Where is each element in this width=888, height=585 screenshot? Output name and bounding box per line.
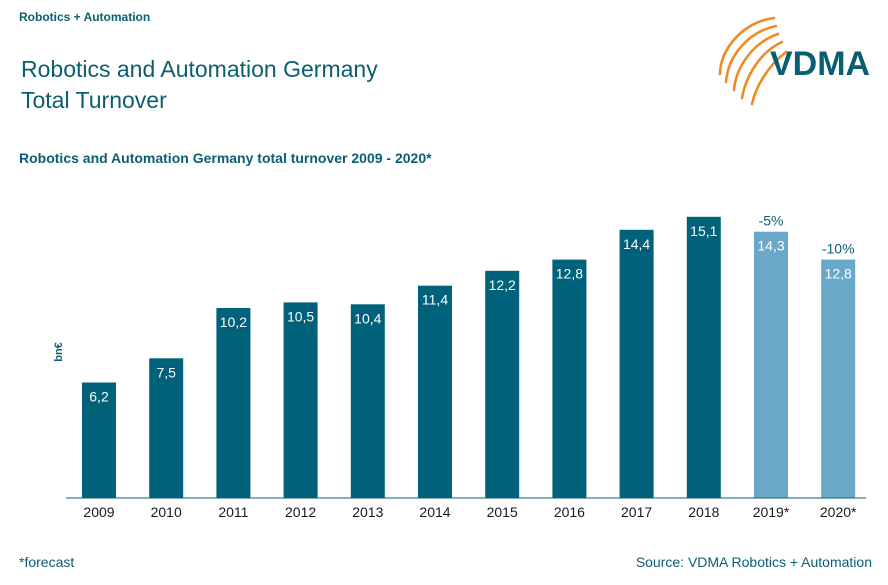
logo-arc-3 bbox=[732, 32, 780, 92]
bar-2011 bbox=[216, 308, 251, 498]
x-tick-label: 2012 bbox=[285, 504, 316, 520]
bar-2012 bbox=[283, 302, 318, 498]
bar-value-label: 10,5 bbox=[287, 308, 314, 324]
section-label: Robotics + Automation bbox=[19, 10, 151, 24]
bar-2018 bbox=[686, 216, 721, 499]
x-tick-label: 2019* bbox=[753, 504, 790, 520]
bar-2019-forecast bbox=[754, 231, 788, 498]
bar-value-label: 12,8 bbox=[825, 266, 852, 282]
bar-value-label: 10,4 bbox=[354, 310, 381, 326]
x-tick-label: 2011 bbox=[218, 504, 248, 520]
bar-2010 bbox=[149, 358, 184, 498]
page-title: Robotics and Automation Germany Total Tu… bbox=[21, 54, 378, 116]
x-tick-label: 2013 bbox=[352, 504, 383, 520]
logo-arc-4 bbox=[740, 40, 784, 100]
x-tick-label: 2020* bbox=[820, 504, 857, 520]
page-title-line1: Robotics and Automation Germany bbox=[21, 56, 378, 82]
bar-2009 bbox=[82, 382, 116, 498]
bar-2017 bbox=[619, 229, 654, 499]
x-tick-label: 2016 bbox=[554, 504, 585, 520]
bar-2015 bbox=[485, 270, 520, 498]
vdma-arcs-icon bbox=[718, 16, 788, 106]
forecast-footnote: *forecast bbox=[19, 554, 75, 570]
change-annotation: -5% bbox=[759, 213, 784, 229]
x-tick-label: 2017 bbox=[621, 504, 652, 520]
chart-title: Robotics and Automation Germany total tu… bbox=[19, 150, 432, 166]
bar-value-label: 10,2 bbox=[220, 314, 247, 330]
change-annotation: -10% bbox=[822, 241, 855, 257]
bar-chart: 6,2 2009 7,5 2010 10,2 2011 10,5 2012 10,4 2013 11… bbox=[53, 213, 866, 520]
x-tick-label: 2014 bbox=[419, 504, 450, 520]
bar-value-label: 15,1 bbox=[690, 223, 717, 239]
vdma-logo: VDMA bbox=[718, 16, 870, 106]
bar-2014 bbox=[418, 285, 452, 498]
logo-arc-5 bbox=[750, 50, 788, 106]
x-tick-label: 2015 bbox=[487, 504, 518, 520]
bar-value-label: 14,3 bbox=[757, 238, 784, 254]
bar-value-label: 11,4 bbox=[422, 292, 448, 308]
bar-value-label: 6,2 bbox=[89, 389, 109, 405]
bar-2013 bbox=[350, 304, 385, 498]
bar-value-label: 7,5 bbox=[156, 364, 176, 380]
x-tick-label: 2010 bbox=[151, 504, 182, 520]
vdma-logo-text: VDMA bbox=[770, 45, 870, 83]
x-tick-label: 2018 bbox=[688, 504, 719, 520]
bar-2016 bbox=[552, 259, 587, 498]
bar-2020-forecast bbox=[821, 259, 856, 498]
source-note: Source: VDMA Robotics + Automation bbox=[635, 554, 872, 570]
x-tick-label: 2009 bbox=[83, 504, 114, 520]
bar-value-label: 12,2 bbox=[489, 277, 516, 293]
logo-arc-1 bbox=[718, 16, 776, 76]
page-title-line2: Total Turnover bbox=[21, 87, 167, 113]
bar-value-label: 12,8 bbox=[556, 266, 583, 282]
y-axis-label: bn€ bbox=[53, 342, 65, 362]
logo-arc-2 bbox=[724, 24, 778, 84]
bar-value-label: 14,4 bbox=[623, 236, 650, 252]
